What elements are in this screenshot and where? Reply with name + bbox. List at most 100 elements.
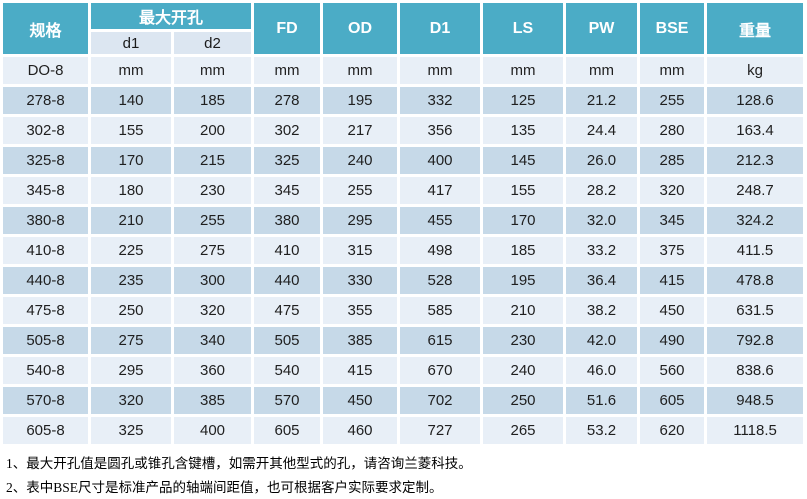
value-cell: 332: [427, 92, 453, 109]
value-cell: 255: [199, 212, 226, 229]
value-cell: 560: [659, 362, 685, 379]
footnote-2: 2、表中BSE尺寸是标准产品的轴端间距值，也可根据客户实际要求定制。: [6, 479, 443, 495]
value-cell: 440: [274, 272, 300, 289]
value-cell: 185: [199, 92, 226, 109]
value-cell: kg: [747, 62, 763, 79]
value-cell: 302: [274, 122, 300, 139]
col-header-bse: BSE: [640, 3, 705, 54]
table-row: 540-8 295 360 540 415 670 240 46.0 560 838.6: [3, 357, 804, 384]
value-cell: 28.2: [586, 182, 617, 199]
footnote-1: 1、最大开孔值是圆孔或锥孔含键槽，如需开其他型式的孔，请咨询兰菱科技。: [6, 456, 472, 471]
value-cell: 255: [659, 92, 685, 109]
value-cell: 36.4: [586, 272, 617, 289]
value-cell: 145: [510, 152, 536, 169]
value-cell: 51.6: [586, 392, 617, 409]
value-cell: 163.4: [736, 122, 774, 139]
value-cell: 38.2: [586, 302, 617, 319]
value-cell: mm: [274, 62, 300, 79]
table-row: 570-8 320 385 570 450 702 250 51.6 605 948.5: [3, 387, 804, 414]
value-cell: mm: [427, 62, 453, 79]
value-cell: 135: [510, 122, 536, 139]
value-cell: 400: [199, 422, 226, 439]
value-cell: mm: [659, 62, 685, 79]
value-cell: 278: [274, 92, 300, 109]
units-row: DO-8 mm mm mm mm mm mm mm mm kg: [3, 57, 804, 84]
value-cell: 490: [659, 332, 685, 349]
value-cell: 340: [199, 332, 226, 349]
value-cell: 320: [199, 302, 226, 319]
table-row: 302-8 155 200 302 217 356 135 24.4 280 163.4: [3, 117, 804, 144]
value-cell: 380: [274, 212, 300, 229]
value-cell: 250: [510, 392, 536, 409]
value-cell: 1118.5: [733, 422, 777, 439]
value-cell: 315: [347, 242, 373, 259]
value-cell: 417: [427, 182, 453, 199]
value-cell: 210: [510, 302, 536, 319]
value-cell: 215: [199, 152, 226, 169]
col-header-weight: 重量: [707, 3, 804, 54]
value-cell: 355: [347, 302, 373, 319]
value-cell: mm: [510, 62, 536, 79]
value-cell: 217: [347, 122, 373, 139]
value-cell: 415: [347, 362, 373, 379]
value-cell: mm: [118, 62, 144, 79]
value-cell: 295: [118, 362, 144, 379]
spec-cell: 345-8: [26, 182, 65, 199]
value-cell: 185: [510, 242, 536, 259]
footnotes: 1、最大开孔值是圆孔或锥孔含键槽，如需开其他型式的孔，请咨询兰菱科技。 2、表中…: [6, 452, 807, 499]
value-cell: 605: [659, 392, 685, 409]
col-header-spec: 规格: [3, 3, 88, 54]
value-cell: 180: [118, 182, 144, 199]
table-row: 325-8 170 215 325 240 400 145 26.0 285 212.3: [3, 147, 804, 174]
value-cell: 212.3: [736, 152, 774, 169]
value-cell: 195: [510, 272, 536, 289]
value-cell: 248.7: [736, 182, 774, 199]
value-cell: 411.5: [736, 242, 774, 259]
value-cell: 32.0: [586, 212, 617, 229]
value-cell: 505: [274, 332, 300, 349]
col-header-ls: LS: [483, 3, 564, 54]
value-cell: 235: [118, 272, 144, 289]
value-cell: 400: [427, 152, 453, 169]
value-cell: 280: [659, 122, 685, 139]
value-cell: 295: [347, 212, 373, 229]
value-cell: 42.0: [586, 332, 617, 349]
value-cell: 275: [199, 242, 226, 259]
value-cell: 455: [427, 212, 453, 229]
value-cell: 702: [427, 392, 453, 409]
value-cell: 528: [427, 272, 453, 289]
value-cell: 605: [274, 422, 300, 439]
value-cell: 230: [510, 332, 536, 349]
value-cell: 230: [199, 182, 226, 199]
value-cell: 210: [118, 212, 144, 229]
value-cell: 325: [118, 422, 144, 439]
value-cell: 285: [659, 152, 685, 169]
value-cell: 275: [118, 332, 144, 349]
spec-cell: 380-8: [26, 212, 65, 229]
value-cell: 21.2: [586, 92, 617, 109]
table-header: 规格 最大开孔 FD OD D1 LS PW BSE 重量 d1 d2: [3, 3, 804, 54]
value-cell: 155: [510, 182, 536, 199]
col-header-d1: d1: [91, 32, 171, 54]
value-cell: mm: [589, 62, 615, 79]
value-cell: 125: [510, 92, 536, 109]
table-row: 475-8 250 320 475 355 585 210 38.2 450 631.5: [3, 297, 804, 324]
table-row: 440-8 235 300 440 330 528 195 36.4 415 478.8: [3, 267, 804, 294]
value-cell: 155: [118, 122, 144, 139]
value-cell: 475: [274, 302, 300, 319]
value-cell: 53.2: [586, 422, 617, 439]
value-cell: 792.8: [736, 332, 774, 349]
value-cell: 128.6: [736, 92, 774, 109]
value-cell: 170: [118, 152, 144, 169]
value-cell: 727: [427, 422, 453, 439]
value-cell: 325: [274, 152, 300, 169]
value-cell: 330: [347, 272, 373, 289]
value-cell: 250: [118, 302, 144, 319]
value-cell: 345: [659, 212, 685, 229]
value-cell: 33.2: [586, 242, 617, 259]
value-cell: 570: [274, 392, 300, 409]
value-cell: mm: [347, 62, 373, 79]
value-cell: 300: [199, 272, 226, 289]
value-cell: 540: [274, 362, 300, 379]
value-cell: 240: [347, 152, 373, 169]
